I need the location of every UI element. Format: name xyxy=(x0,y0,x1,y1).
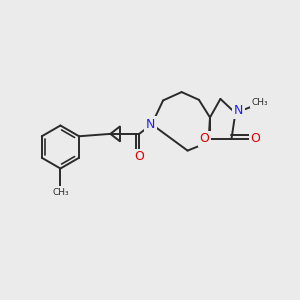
Text: CH₃: CH₃ xyxy=(251,98,268,107)
Text: O: O xyxy=(250,133,260,146)
Text: N: N xyxy=(234,104,243,117)
Text: N: N xyxy=(146,118,155,131)
Text: CH₃: CH₃ xyxy=(52,188,69,197)
Text: O: O xyxy=(134,150,144,164)
Text: O: O xyxy=(200,133,209,146)
